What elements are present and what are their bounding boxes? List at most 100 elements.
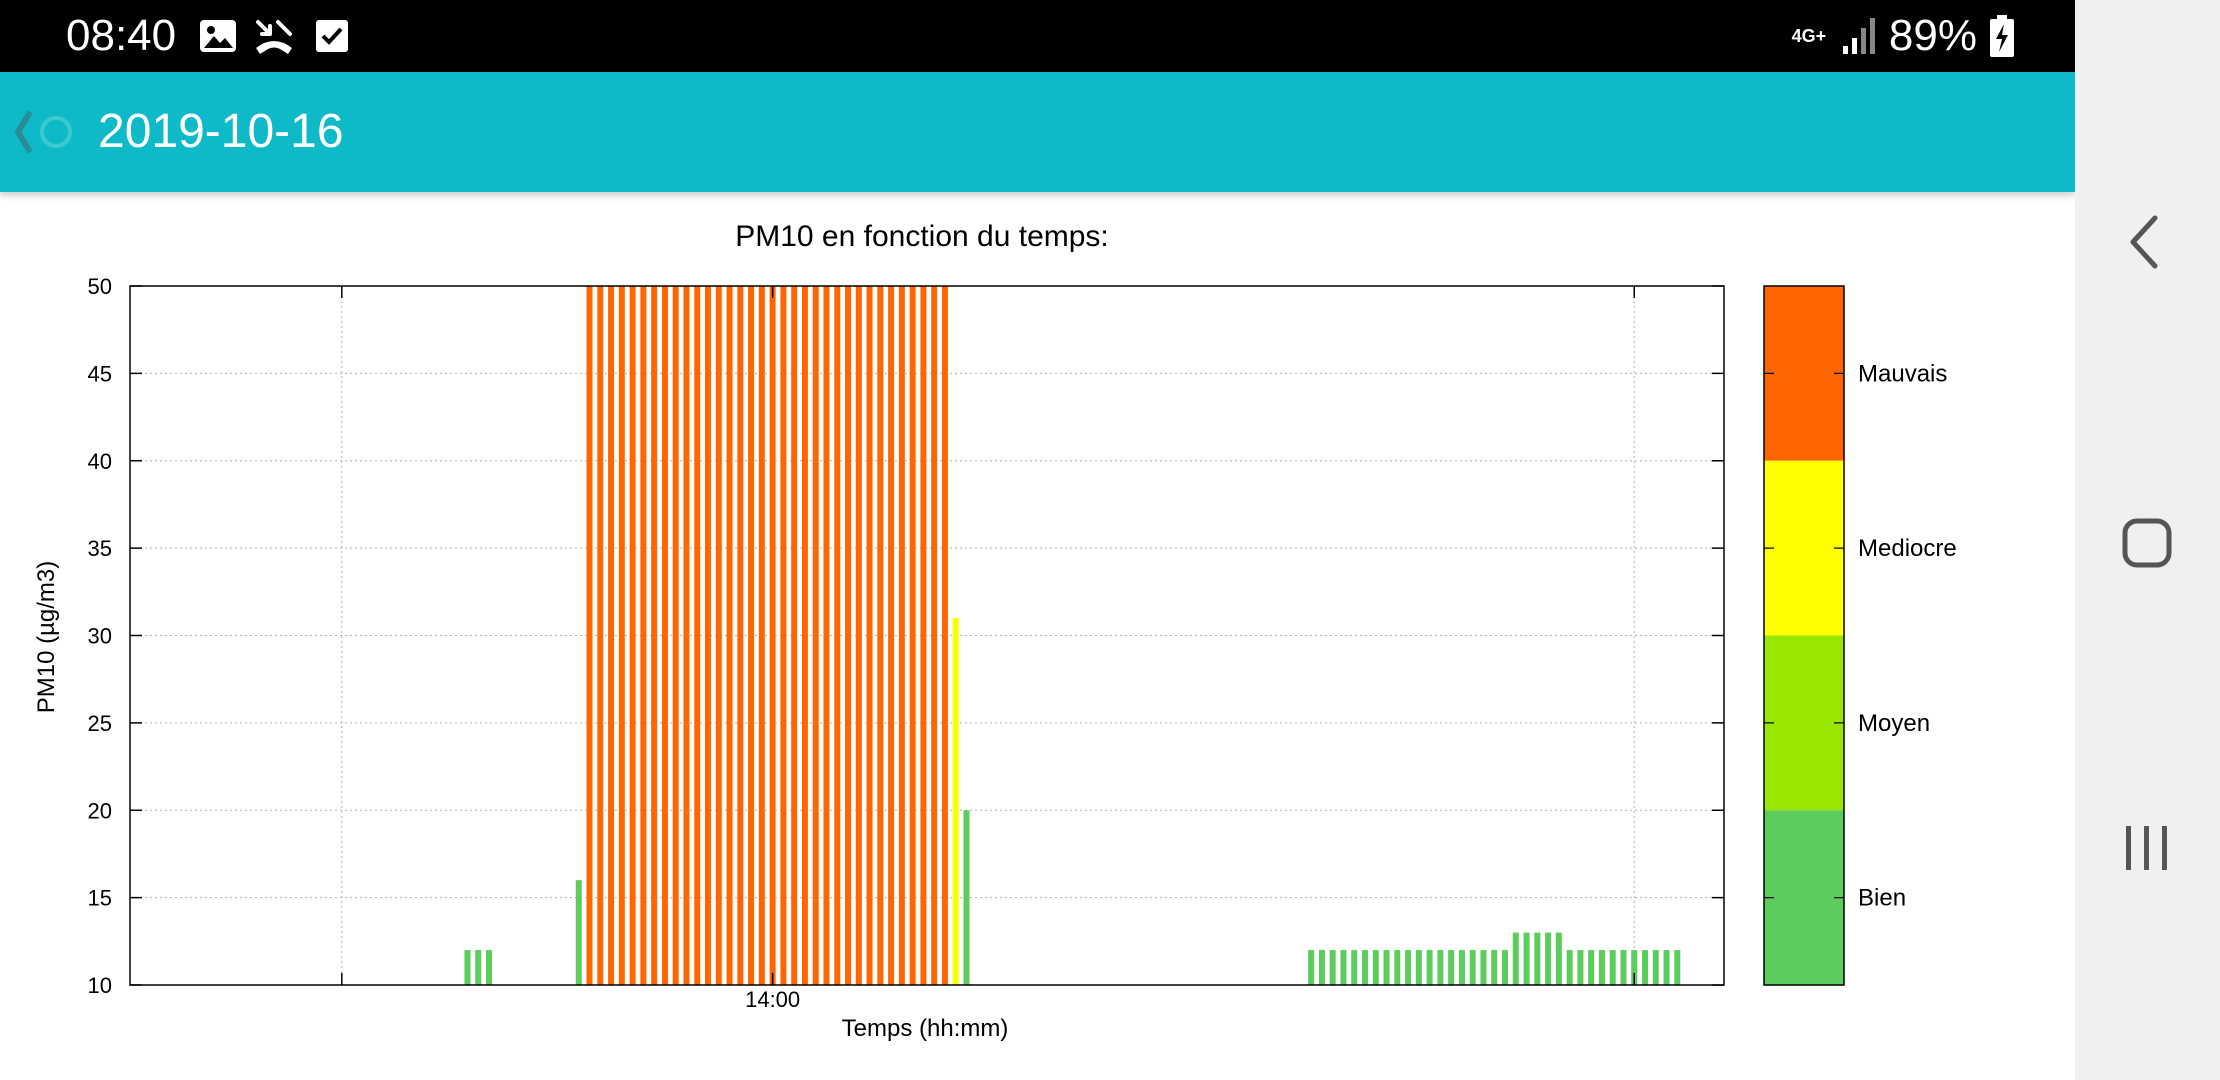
bar: [1523, 932, 1530, 985]
bar: [672, 286, 679, 985]
bar: [931, 286, 938, 985]
back-button[interactable]: [0, 90, 90, 174]
back-icon[interactable]: [2107, 202, 2187, 282]
pm10-chart: PM10 en fonction du temps: PM10 (µg/m3) …: [33, 220, 1957, 1042]
bar: [1663, 950, 1670, 985]
recents-icon[interactable]: [2107, 808, 2187, 888]
bar: [1458, 950, 1465, 985]
bar: [909, 286, 916, 985]
bar: [823, 286, 830, 985]
battery-charging-icon: [1990, 15, 2014, 57]
bar: [1361, 950, 1368, 985]
bar: [1512, 932, 1519, 985]
bars: [464, 286, 1681, 985]
bar: [1534, 932, 1541, 985]
bar: [780, 286, 787, 985]
legend-swatch: [1764, 810, 1844, 985]
bar: [877, 286, 884, 985]
bar: [866, 286, 873, 985]
legend-swatch: [1764, 460, 1844, 636]
bar: [726, 286, 733, 985]
bar: [758, 286, 765, 985]
bar: [1652, 950, 1659, 985]
y-tick-label: 40: [88, 449, 112, 474]
legend-label: Moyen: [1858, 710, 1930, 737]
bar: [1555, 932, 1562, 985]
bar: [1415, 950, 1422, 985]
status-time: 08:40: [66, 11, 177, 60]
bar: [812, 286, 819, 985]
bar: [1545, 932, 1552, 985]
bar: [834, 286, 841, 985]
bar: [963, 810, 970, 985]
bar: [769, 286, 776, 985]
bar: [1405, 950, 1412, 985]
bar: [1394, 950, 1401, 985]
bar: [1491, 950, 1498, 985]
home-icon[interactable]: [2107, 503, 2187, 583]
x-tick-label: 14:00: [745, 987, 800, 1012]
legend-label: Mauvais: [1858, 360, 1947, 387]
bar: [715, 286, 722, 985]
y-tick-label: 15: [88, 886, 112, 911]
bar: [1588, 950, 1595, 985]
bar: [1480, 950, 1487, 985]
bar: [1372, 950, 1379, 985]
legend-swatch: [1764, 635, 1844, 811]
network-type: 4G+: [1791, 26, 1827, 46]
bar: [801, 286, 808, 985]
status-right: 4G+ 89%: [1789, 8, 2015, 64]
image-icon: [200, 20, 236, 52]
bar: [1631, 950, 1638, 985]
bar: [888, 286, 895, 985]
navigation-bar: [2075, 0, 2220, 1080]
bar: [1426, 950, 1433, 985]
legend-label: Bien: [1858, 885, 1906, 912]
bar: [898, 286, 905, 985]
bar: [618, 286, 625, 985]
bar: [651, 286, 658, 985]
status-bar: 08:40 4G+ 89%: [0, 0, 2075, 72]
bar: [629, 286, 636, 985]
bar: [1598, 950, 1605, 985]
y-axis-label: PM10 (µg/m3): [33, 561, 60, 714]
bar: [464, 950, 471, 985]
y-tick-label: 10: [88, 973, 112, 998]
bar: [1469, 950, 1476, 985]
bar: [575, 880, 582, 985]
chart-title: PM10 en fonction du temps:: [735, 220, 1109, 253]
bar: [1577, 950, 1584, 985]
bar: [1566, 950, 1573, 985]
legend-label: Mediocre: [1858, 535, 1957, 562]
bar: [1340, 950, 1347, 985]
x-axis-label: Temps (hh:mm): [842, 1015, 1009, 1042]
signal-icon: [1842, 18, 1875, 54]
plot-frame: [129, 285, 1725, 986]
missed-call-icon: [256, 20, 292, 54]
bar: [1437, 950, 1444, 985]
bar: [640, 286, 647, 985]
back-arrow-icon: [14, 110, 72, 154]
bar: [486, 950, 493, 985]
bar: [608, 286, 615, 985]
y-tick-label: 45: [88, 361, 112, 386]
grid-lines: [130, 286, 1724, 985]
bar: [952, 618, 959, 985]
bar: [737, 286, 744, 985]
bar: [586, 286, 593, 985]
bar: [475, 950, 482, 985]
battery-percent: 89%: [1888, 11, 1977, 60]
bar: [694, 286, 701, 985]
legend-frame: [1763, 285, 1845, 986]
bar: [748, 286, 755, 985]
legend: Mauvais Mediocre Moyen Bien: [1763, 285, 1957, 986]
x-axis-ticks: 14:00: [341, 286, 1635, 1012]
bar: [661, 286, 668, 985]
app-bar: 2019-10-16: [0, 72, 2075, 192]
bar: [1329, 950, 1336, 985]
bar: [597, 286, 604, 985]
bar: [1448, 950, 1455, 985]
bar: [1674, 950, 1681, 985]
bar: [1383, 950, 1390, 985]
bar: [1502, 950, 1509, 985]
